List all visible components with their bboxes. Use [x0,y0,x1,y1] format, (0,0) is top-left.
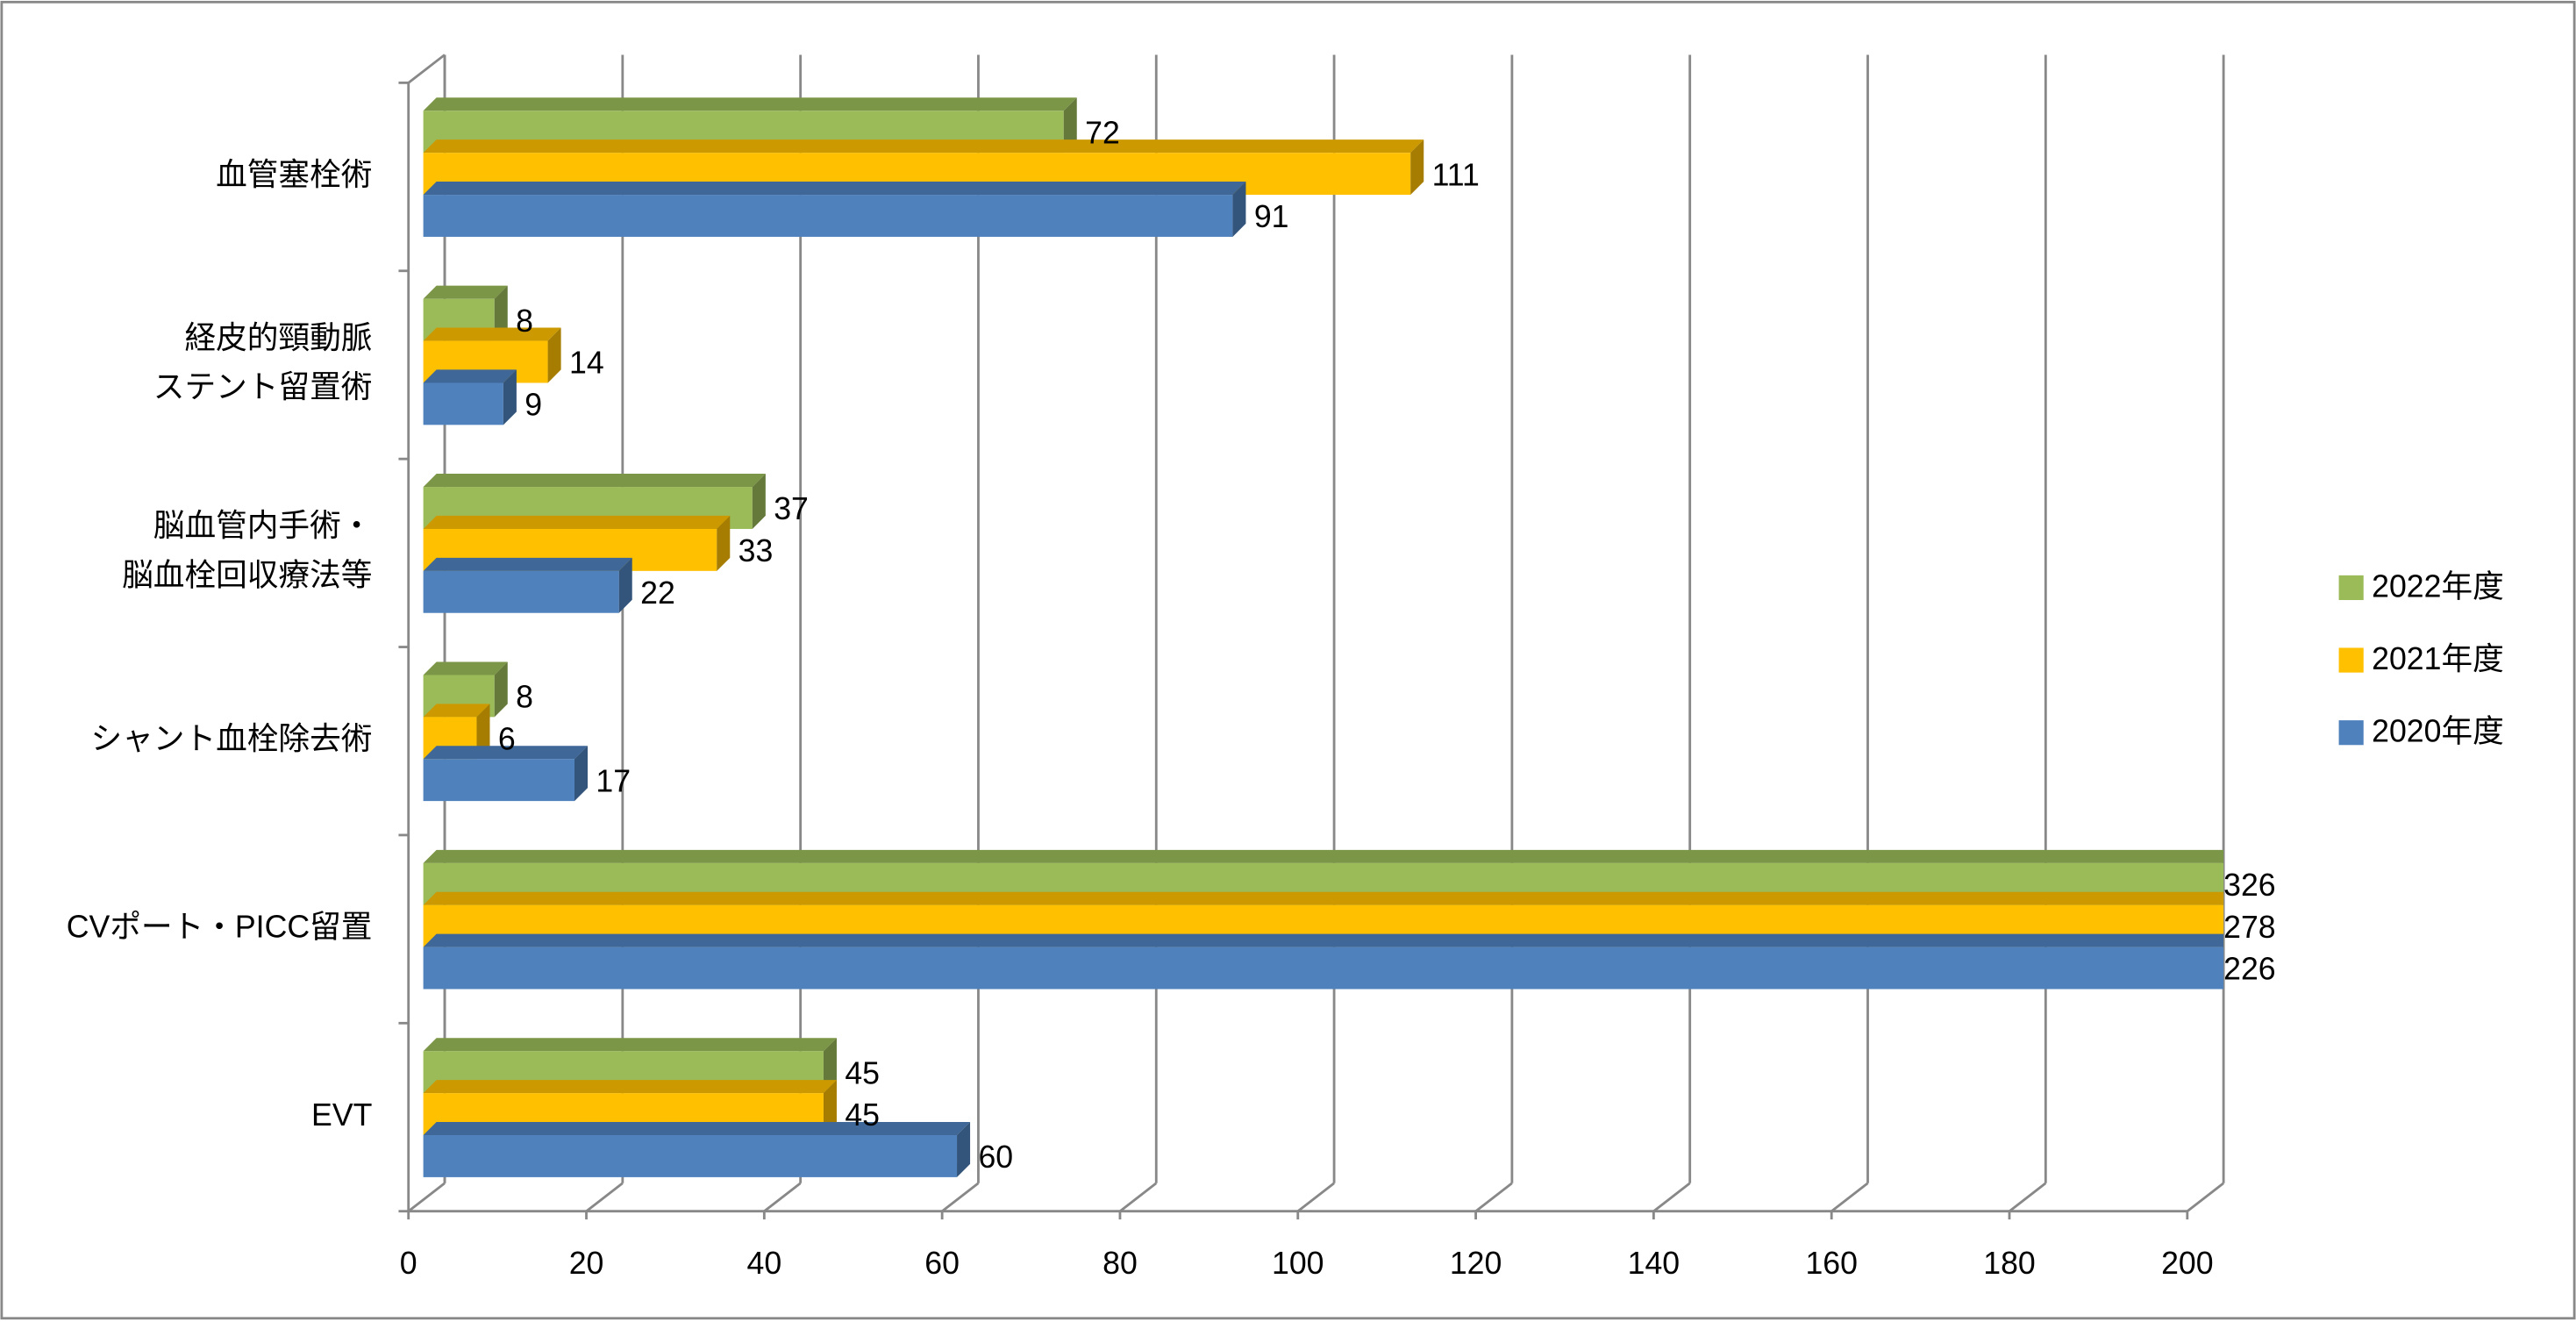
value-label: 45 [845,1055,880,1090]
bar-top [423,139,1424,154]
value-label: 91 [1254,199,1289,234]
bar-side [823,1038,837,1094]
x-tick-label: 180 [1983,1246,2036,1281]
bar-side [1232,182,1246,237]
x-tick-label: 40 [746,1246,781,1281]
bar [423,947,2224,990]
grid-line [1296,1182,1335,1212]
y-tick-label: シャント血栓除去術 [90,721,372,756]
value-label: 45 [845,1097,880,1133]
bar-side [476,704,490,760]
bar-side [1410,139,1424,196]
axis-wall [407,54,446,84]
value-label: 14 [569,346,604,381]
value-label: 278 [2223,910,2276,945]
bar-top [423,327,561,341]
x-tick-label: 100 [1272,1246,1324,1281]
value-label: 8 [516,680,533,715]
y-tick-label: EVT [311,1097,372,1133]
bar [423,759,575,802]
bar-top [423,891,2224,905]
legend-swatch [2338,647,2364,673]
bar-side [618,557,632,613]
grid-line [2009,1182,2047,1212]
bar-side [494,661,508,718]
grid-line [763,1182,802,1212]
y-tick-label: 脳血管内手術・脳血栓回収療法等 [122,509,372,593]
x-tick-label: 160 [1805,1246,1858,1281]
x-tick-label: 20 [569,1246,604,1281]
x-tick-label: 140 [1628,1246,1680,1281]
value-label: 326 [2223,868,2276,903]
x-tick-label: 200 [2161,1246,2214,1281]
bar-top [423,369,517,383]
bar-top [423,285,508,299]
bar-side [823,1080,837,1136]
grid-line [1119,1182,1158,1212]
bar-top [423,182,1246,196]
grid-line [1652,1182,1691,1212]
value-label: 226 [2223,952,2276,987]
bar-side [717,515,731,571]
bar-top [423,661,508,675]
bar-top [423,933,2224,947]
grid-line [407,1182,446,1212]
bar-top [423,474,766,488]
bar-side [547,327,561,383]
grid-line [941,1182,980,1212]
bar-top [423,515,731,529]
bar [423,195,1233,237]
bar-top [423,1080,837,1094]
grid-line [1830,1182,1869,1212]
grid-line [585,1182,624,1212]
value-label: 17 [596,763,631,798]
y-tick-label: 血管塞栓術 [216,157,372,192]
legend-swatch [2338,720,2364,746]
bar-top [423,1038,837,1052]
bar-side [494,285,508,341]
bar-side [503,369,517,425]
value-label: 72 [1085,115,1120,150]
bar-top [423,704,490,718]
bar-side [752,474,766,529]
bar-top [423,1121,971,1136]
y-tick-label: CVポート・PICC留置 [67,910,373,945]
value-label: 60 [978,1140,1013,1175]
value-label: 22 [640,575,675,611]
bar-side [574,746,589,802]
bar-top [423,557,632,571]
value-label: 111 [1432,157,1480,192]
grid-line [1474,1182,1513,1212]
x-tick-label: 60 [924,1246,960,1281]
legend-label: 2022年度 [2372,568,2504,604]
grid-line [2186,1182,2224,1212]
value-label: 8 [516,304,533,339]
value-label: 6 [498,721,516,756]
x-tick-label: 80 [1102,1246,1138,1281]
bar-side [1063,97,1077,154]
value-label: 37 [774,491,809,526]
bar-top [423,97,1077,111]
y-tick-label: 経皮的頸動脈ステント留置術 [153,320,373,404]
bar [423,382,503,425]
x-tick-label: 0 [400,1246,417,1281]
legend-label: 2021年度 [2372,641,2504,676]
value-label: 9 [524,388,542,423]
bar-top [423,746,589,760]
value-label: 33 [739,533,774,568]
x-tick-label: 120 [1450,1246,1502,1281]
bar-side [957,1121,971,1177]
bar [423,570,619,613]
legend-swatch [2338,575,2364,601]
bar [423,1135,958,1177]
bar-top [423,849,2224,863]
legend-label: 2020年度 [2372,714,2504,749]
